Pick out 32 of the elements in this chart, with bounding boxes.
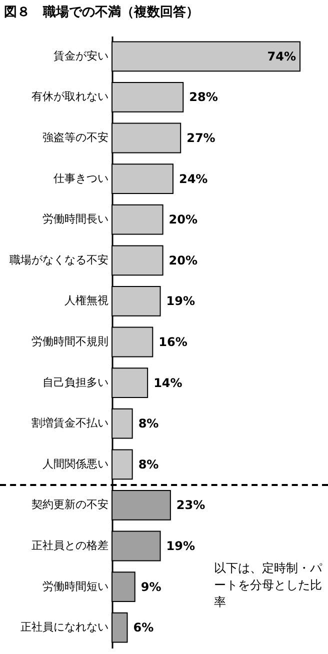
y-tick-label: 割増賃金不払い (32, 416, 108, 430)
data-label: 9% (140, 580, 162, 594)
data-label: 8% (138, 416, 159, 431)
data-label: 20% (168, 253, 198, 268)
data-label: 74% (267, 49, 296, 64)
data-label: 24% (178, 172, 208, 186)
y-tick-label: 正社員になれない (20, 620, 108, 634)
y-tick-label: 労働時間短い (42, 580, 108, 593)
y-tick-label: 正社員との格差 (32, 539, 108, 552)
y-tick-label: 契約更新の不安 (32, 498, 108, 512)
data-label: 28% (189, 90, 218, 104)
data-label: 16% (158, 335, 188, 349)
data-label: 8% (138, 457, 159, 472)
y-tick-label: 職場がなくなる不安 (10, 253, 108, 266)
y-tick-label: 有休が取れない (32, 90, 108, 104)
data-label: 27% (186, 131, 216, 145)
y-tick-label: 労働時間不規則 (32, 335, 108, 348)
y-tick-label: 仕事きつい (54, 172, 108, 185)
data-label: 6% (133, 620, 154, 635)
data-label: 19% (166, 539, 196, 553)
data-label: 19% (166, 294, 196, 308)
chart-title: 図８ 職場での不満（複数回答） (4, 4, 199, 21)
y-tick-label: 賃金が安い (54, 49, 108, 62)
y-tick-label: 人権無視 (64, 294, 108, 308)
data-label: 20% (168, 212, 198, 227)
y-tick-label: 自己負担多い (42, 376, 108, 389)
data-label: 23% (176, 498, 206, 512)
y-tick-label: 強盗等の不安 (42, 131, 108, 144)
annotation: 以下は、定時制・パートを分母とした比率 (214, 560, 322, 611)
y-tick-label: 労働時間長い (42, 212, 108, 226)
data-label: 14% (154, 376, 182, 390)
y-tick-label: 人間関係悪い (42, 457, 108, 470)
